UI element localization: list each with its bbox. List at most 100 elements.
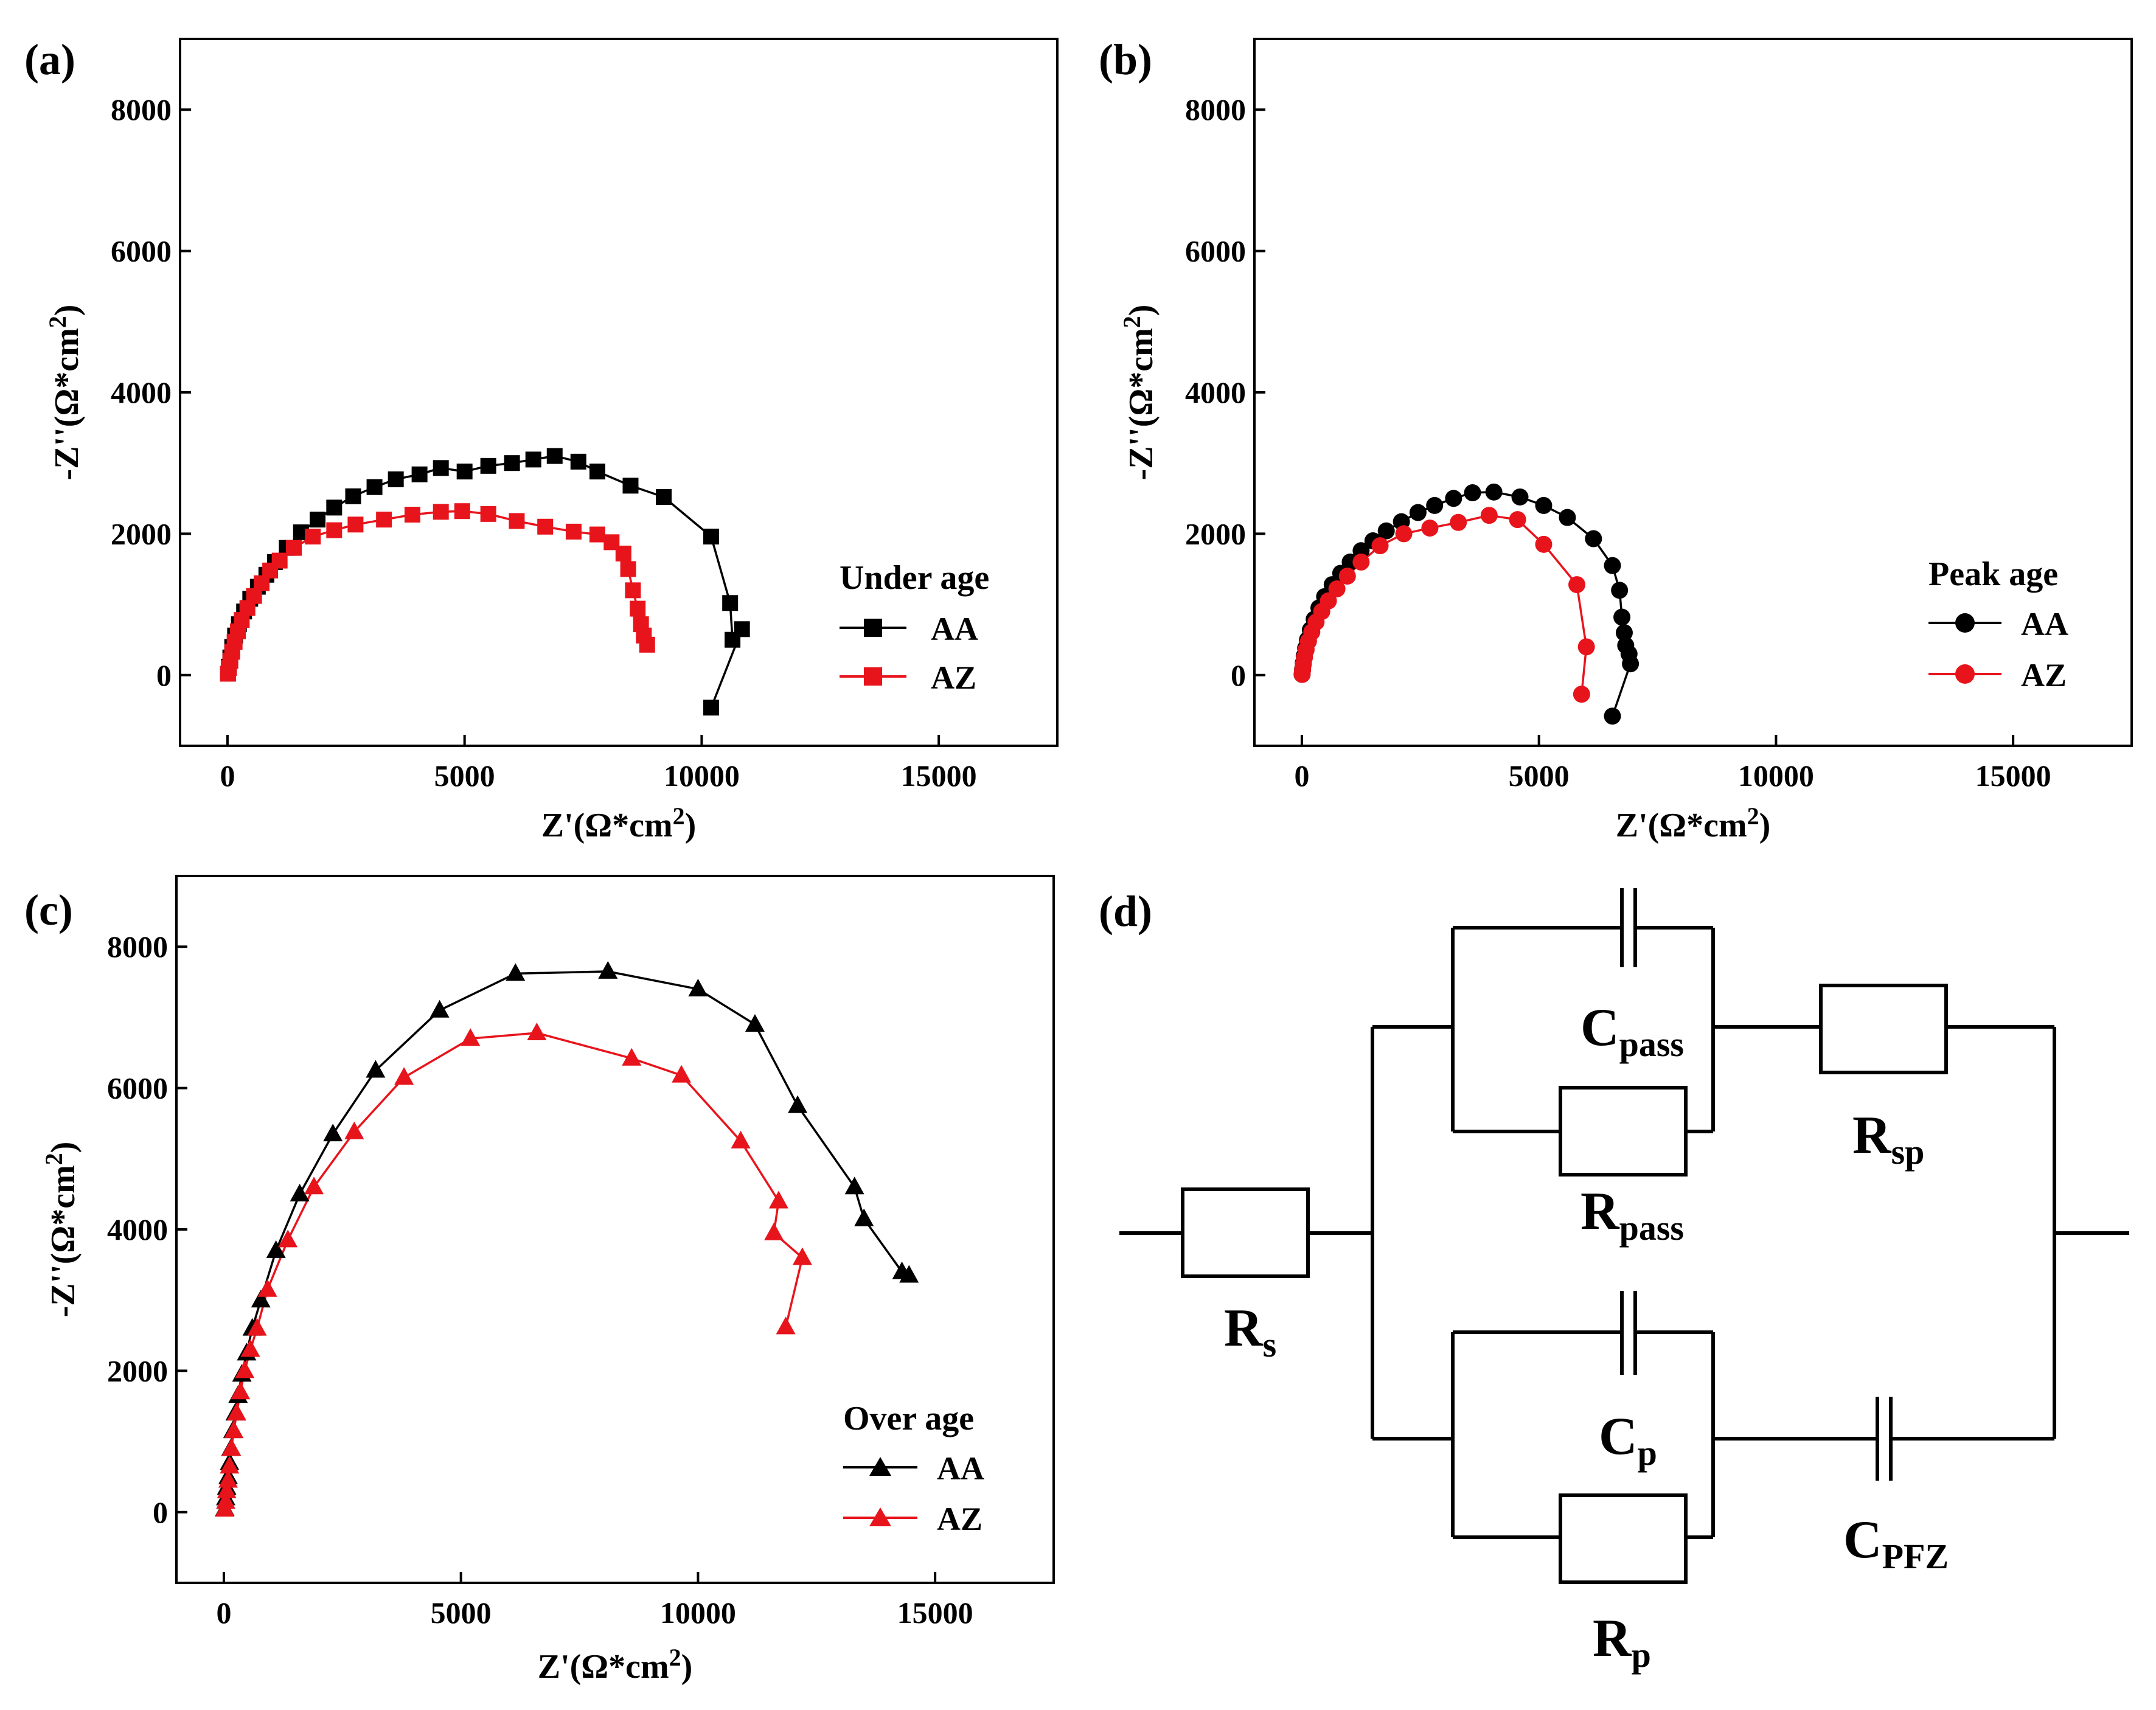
data-point-az (527, 1022, 547, 1040)
label-cp: Cp (1599, 1407, 1657, 1473)
data-point-az (1573, 686, 1590, 703)
x-tick-label: 10000 (664, 759, 740, 793)
data-point-aa (1622, 655, 1640, 673)
resistor-rsp (1819, 984, 1948, 1074)
data-point-az (768, 1190, 788, 1209)
data-point-aa (326, 499, 343, 516)
y-axis-label: -Z''(Ω*cm2) (1118, 305, 1160, 481)
legend-marker-az (864, 667, 882, 686)
label-cpass: Cpass (1580, 998, 1684, 1064)
data-point-aa (251, 1290, 271, 1308)
data-point-az (622, 1048, 642, 1066)
data-point-az (326, 522, 343, 538)
data-point-az (509, 513, 525, 529)
data-point-az (589, 526, 605, 543)
legend-marker-aa (1955, 613, 1975, 633)
plot-frame (1253, 38, 2133, 747)
data-point-az (615, 545, 631, 561)
data-point-az (347, 516, 364, 533)
plot-frame (179, 38, 1059, 747)
data-point-az (376, 512, 392, 528)
data-point-aa (1604, 557, 1621, 574)
data-point-aa (310, 512, 326, 528)
axis-ticks: 0 5000 10000 15000 0 2000 4000 6000 8000 (107, 930, 973, 1630)
plot-frame (175, 875, 1055, 1584)
data-point-az (1352, 553, 1370, 571)
legend-label-az: AZ (931, 659, 976, 696)
x-tick-label: 5000 (431, 1596, 492, 1630)
data-point-az (639, 636, 655, 653)
data-point-aa (570, 453, 586, 470)
legend-title: Over age (843, 1400, 974, 1437)
data-point-aa (1615, 624, 1633, 642)
data-point-az (537, 518, 554, 535)
legend: Under age AA AZ (840, 559, 989, 696)
legend-marker-aa (869, 1457, 891, 1476)
x-tick-label: 10000 (1738, 759, 1814, 793)
data-point-aa (366, 1060, 386, 1078)
label-rs: Rs (1224, 1299, 1276, 1364)
y-axis-label: -Z''(Ω*cm2) (44, 305, 86, 481)
data-point-aa (1445, 490, 1462, 507)
label-rpass: Rpass (1580, 1182, 1684, 1248)
y-tick-label: 8000 (107, 930, 168, 964)
data-point-aa (598, 961, 618, 979)
data-point-aa (366, 479, 383, 495)
series-line-aa (223, 970, 910, 1509)
data-point-az (1568, 576, 1586, 594)
data-point-aa (734, 621, 750, 638)
data-point-aa (1409, 504, 1427, 521)
data-point-aa (703, 700, 719, 716)
data-point-az (461, 1028, 481, 1046)
y-tick-label: 2000 (1185, 516, 1246, 551)
x-tick-label: 15000 (1975, 759, 2051, 793)
data-point-az (620, 561, 636, 577)
data-point-az (1338, 568, 1356, 585)
data-point-az (224, 1420, 244, 1439)
legend-marker-az (1955, 664, 1975, 684)
data-point-aa (688, 978, 708, 996)
x-tick-label: 5000 (1509, 759, 1570, 793)
data-point-aa (1613, 608, 1631, 626)
x-axis-label: Z'(Ω*cm2) (1616, 802, 1771, 844)
data-point-az (218, 1470, 238, 1488)
series-lines (223, 970, 910, 1510)
x-tick-label: 10000 (660, 1596, 736, 1630)
x-tick-label: 0 (220, 759, 235, 793)
label-cpfz: CPFZ (1843, 1510, 1949, 1576)
data-point-aa (323, 1124, 343, 1142)
data-point-az (235, 1360, 255, 1378)
panel-d-label: (d) (1099, 887, 1152, 936)
data-point-az (220, 1456, 240, 1474)
data-point-aa (1426, 496, 1444, 514)
data-point-aa (854, 1208, 874, 1226)
legend-title: Under age (840, 559, 989, 597)
data-point-az (565, 523, 582, 540)
data-point-az (1480, 507, 1498, 524)
data-point-az (240, 1339, 260, 1357)
data-point-az (1535, 535, 1553, 553)
data-point-az (480, 506, 496, 522)
legend: Peak age AA AZ (1928, 555, 2068, 693)
data-point-az (344, 1121, 364, 1139)
data-point-az (221, 1438, 242, 1456)
data-point-aa (290, 1183, 310, 1201)
data-point-az (1509, 511, 1526, 529)
resistor-rs (1181, 1187, 1310, 1278)
data-point-aa (788, 1095, 808, 1113)
legend-marker-aa (864, 619, 882, 637)
label-rp: Rp (1593, 1609, 1651, 1675)
data-point-az (1577, 638, 1595, 656)
data-point-aa (745, 1014, 765, 1032)
data-point-aa (703, 529, 719, 545)
data-point-aa (504, 455, 520, 471)
panel-b-chart: (b) 0 5000 10000 15000 0 2000 4000 6000 8000 Z'(… (1099, 35, 2133, 844)
data-point-az (1421, 520, 1439, 537)
data-point-aa (525, 451, 541, 468)
y-axis-label: -Z''(Ω*cm2) (40, 1142, 82, 1318)
panel-c-label: (c) (24, 886, 73, 934)
data-point-aa (1377, 522, 1395, 540)
series-line-aa (1301, 491, 1632, 717)
legend-label-aa: AA (931, 611, 978, 647)
